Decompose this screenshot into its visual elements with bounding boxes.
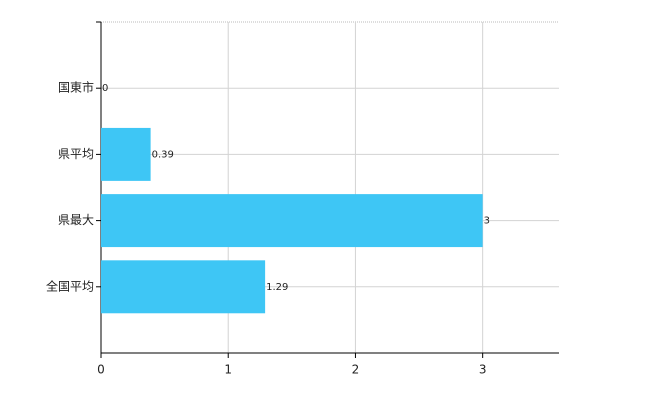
y-tick-label: 全国平均 — [46, 278, 94, 293]
x-tick-label: 1 — [224, 363, 232, 377]
value-label: 1.29 — [266, 282, 288, 293]
value-label: 0 — [102, 83, 108, 94]
x-tick-label: 2 — [352, 363, 360, 377]
x-tick-label: 3 — [479, 363, 487, 377]
y-tick-label: 国東市 — [58, 80, 94, 95]
x-tick-label: 0 — [97, 363, 105, 377]
y-tick-label: 県平均 — [58, 147, 94, 161]
bar — [101, 194, 483, 248]
bar — [101, 260, 266, 314]
bar — [101, 127, 151, 181]
value-label: 0.39 — [152, 149, 174, 160]
y-tick-label: 県最大 — [58, 213, 94, 227]
value-label: 3 — [484, 216, 490, 227]
